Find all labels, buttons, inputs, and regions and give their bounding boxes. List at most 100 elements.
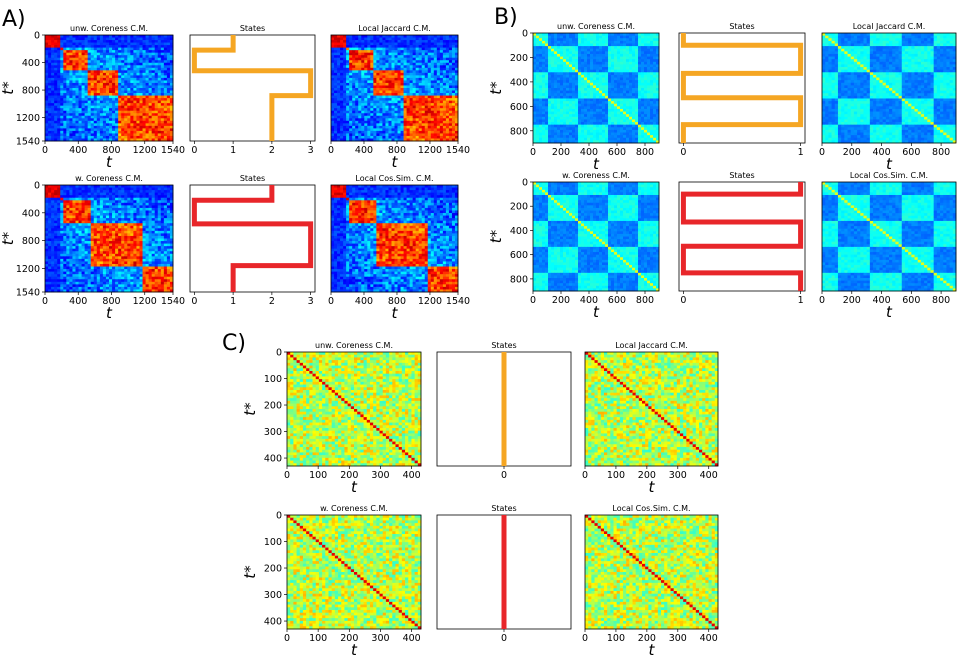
panel-0-row-0-matrix-left-cell	[102, 133, 107, 137]
panel-0-row-0-matrix-right-cell	[412, 120, 417, 124]
panel-0-row-0-matrix-right-cell	[394, 128, 398, 132]
panel-0-row-0-matrix-right-cell	[358, 103, 362, 107]
panel-0-row-0-matrix-right-cell	[445, 105, 450, 109]
panel-0-row-1-matrix-left-cell	[48, 241, 52, 244]
panel-0-row-1-matrix-left-cell	[142, 238, 146, 242]
panel-0-row-0-matrix-left-cell	[96, 100, 101, 104]
panel-0-row-0-matrix-left-cell	[75, 45, 79, 49]
panel-0-row-1-matrix-left-cell	[157, 266, 162, 270]
panel-0-row-1-matrix-left-cell	[66, 197, 70, 201]
panel-0-row-0-matrix-right-cell	[337, 47, 341, 51]
panel-0-row-0-matrix-right-cell	[337, 110, 341, 114]
panel-0-row-0-matrix-left-cell	[124, 75, 128, 79]
panel-0-row-1-matrix-left-cell	[139, 246, 143, 250]
panel-0-row-0-matrix-right-cell	[337, 65, 341, 69]
panel-0-row-0-matrix-left-cell	[109, 115, 113, 119]
panel-0-row-0-matrix-right-cell	[388, 103, 392, 107]
panel-0-row-0-matrix-left-cell	[169, 130, 174, 134]
panel-0-row-1-matrix-left-cell	[51, 256, 55, 260]
panel-0-row-0-matrix-left-cell	[72, 55, 76, 59]
panel-0-row-0-matrix-left-cell	[48, 67, 52, 71]
panel-0-row-0-matrix-right-cell	[421, 133, 426, 137]
panel-0-row-0-matrix-right-cell	[409, 65, 414, 69]
panel-0-row-0-matrix-left-cell	[154, 110, 159, 114]
panel-0-row-1-matrix-left-cell	[124, 241, 128, 244]
panel-0-row-0-matrix-right-cell	[331, 98, 335, 102]
panel-0-row-0-matrix-left-cell	[157, 98, 162, 102]
panel-0-row-0-matrix-right-cell	[331, 113, 335, 117]
panel-label-a: A)	[2, 7, 26, 32]
panel-0-row-0-matrix-left-cell	[154, 108, 159, 112]
panel-0-row-1-matrix-left-cell	[163, 207, 168, 211]
panel-0-row-0-matrix-right-cell	[376, 105, 380, 109]
panel-0-row-0-matrix-right-cell	[376, 103, 380, 107]
panel-0-row-1-matrix-left-cell	[105, 228, 110, 232]
panel-0-row-0-matrix-right-cell	[448, 95, 453, 99]
panel-0-row-1-matrix-left-cell	[166, 190, 171, 194]
panel-0-row-0-matrix-left-cell	[133, 50, 137, 54]
panel-0-row-0-matrix-left-cell	[109, 50, 113, 54]
panel-0-row-0-matrix-right-cell	[364, 113, 368, 117]
panel-0-row-0-matrix-right-cell	[370, 138, 374, 142]
panel-0-row-0-matrix-right-cell	[373, 128, 377, 132]
panel-0-row-0-matrix-right-cell	[337, 42, 341, 46]
panel-0-row-0-matrix-right-cell	[346, 128, 350, 132]
panel-0-row-0-matrix-left-cell	[45, 85, 49, 89]
panel-0-row-0-matrix-right-cell	[391, 133, 395, 137]
panel-0-row-0-matrix-right-cell	[424, 135, 429, 139]
panel-0-row-0-matrix-right-cell	[397, 103, 401, 107]
panel-0-row-0-matrix-left-cell	[151, 55, 156, 59]
panel-0-row-1-matrix-left-cell	[96, 195, 101, 199]
panel-0-row-1-matrix-left-cell	[87, 200, 92, 204]
panel-0-row-1-matrix-left-cell	[102, 202, 107, 206]
panel-0-row-0-matrix-right-cell	[445, 52, 450, 56]
panel-0-row-0-matrix-right-cell	[337, 130, 341, 134]
panel-0-row-0-matrix-left-cell	[75, 138, 79, 142]
panel-0-row-0-matrix-right-cell	[442, 40, 447, 43]
panel-0-row-0-matrix-left-cell	[87, 35, 92, 38]
panel-0-row-1-matrix-left-cell	[78, 195, 82, 199]
panel-0-row-0-matrix-left-cell	[51, 98, 55, 102]
panel-0-row-1-matrix-left-cell	[45, 205, 49, 209]
panel-0-row-0-matrix-left-cell	[66, 100, 70, 104]
panel-0-row-0-matrix-right-cell	[361, 135, 365, 139]
panel-0-row-0-matrix-left-cell	[160, 103, 165, 107]
panel-0-row-0-matrix-left-cell	[127, 77, 131, 81]
panel-0-row-1-matrix-left-cell	[115, 266, 119, 270]
panel-0-row-0-matrix-left-cell	[115, 35, 119, 38]
panel-0-row-1-matrix-left-cell	[109, 263, 113, 267]
panel-0-row-0-matrix-left-cell	[93, 57, 98, 61]
panel-0-row-0-matrix-right-cell	[340, 62, 344, 66]
panel-0-row-1-matrix-left-cell	[75, 215, 79, 219]
panel-0-row-0-matrix-left-cell	[90, 80, 95, 84]
panel-0-row-1-matrix-left-cell	[105, 263, 110, 267]
panel-0-row-0-matrix-right-cell	[355, 42, 359, 46]
panel-0-row-0-matrix-right-cell	[397, 70, 401, 74]
panel-0-row-0-matrix-left-cell	[45, 93, 49, 96]
panel-0-row-0-matrix-right-cell	[451, 108, 456, 112]
panel-0-row-0-matrix-left-cell	[105, 125, 110, 129]
panel-0-row-1-matrix-left-cell	[142, 223, 146, 227]
panel-0-row-0-matrix-right-cell	[379, 135, 383, 139]
panel-0-row-0-matrix-right-cell	[355, 45, 359, 49]
panel-0-row-0-matrix-left-cell	[142, 93, 146, 96]
panel-0-row-0-matrix-right-cell	[415, 125, 420, 129]
panel-0-row-0-matrix-left-cell	[166, 103, 171, 107]
panel-0-row-0-matrix-right-cell	[421, 37, 426, 41]
panel-0-row-0-matrix-right-cell	[442, 130, 447, 134]
panel-0-row-0-matrix-right-cell	[409, 130, 414, 134]
panel-0-row-0-matrix-left-cell	[66, 70, 70, 74]
panel-0-row-0-matrix-right-cell	[406, 85, 411, 89]
panel-0-row-0-matrix-right-cell	[379, 65, 383, 69]
panel-0-row-0-matrix-left-cell	[75, 88, 79, 91]
panel-0-row-1-matrix-left-cell	[45, 263, 49, 267]
panel-0-row-0-matrix-right-cell	[331, 100, 335, 104]
panel-0-row-1-matrix-left-cell	[151, 223, 156, 227]
panel-0-row-1-matrix-left-cell	[163, 235, 168, 239]
panel-0-row-0-matrix-left-cell	[157, 118, 162, 122]
panel-0-row-1-matrix-left-cell	[118, 210, 122, 214]
panel-0-row-0-matrix-left-cell	[48, 37, 52, 41]
panel-0-row-1-matrix-left-cell	[157, 218, 162, 222]
panel-0-row-0-matrix-left-cell	[69, 108, 73, 112]
panel-0-row-0-matrix-left-cell	[151, 35, 156, 38]
